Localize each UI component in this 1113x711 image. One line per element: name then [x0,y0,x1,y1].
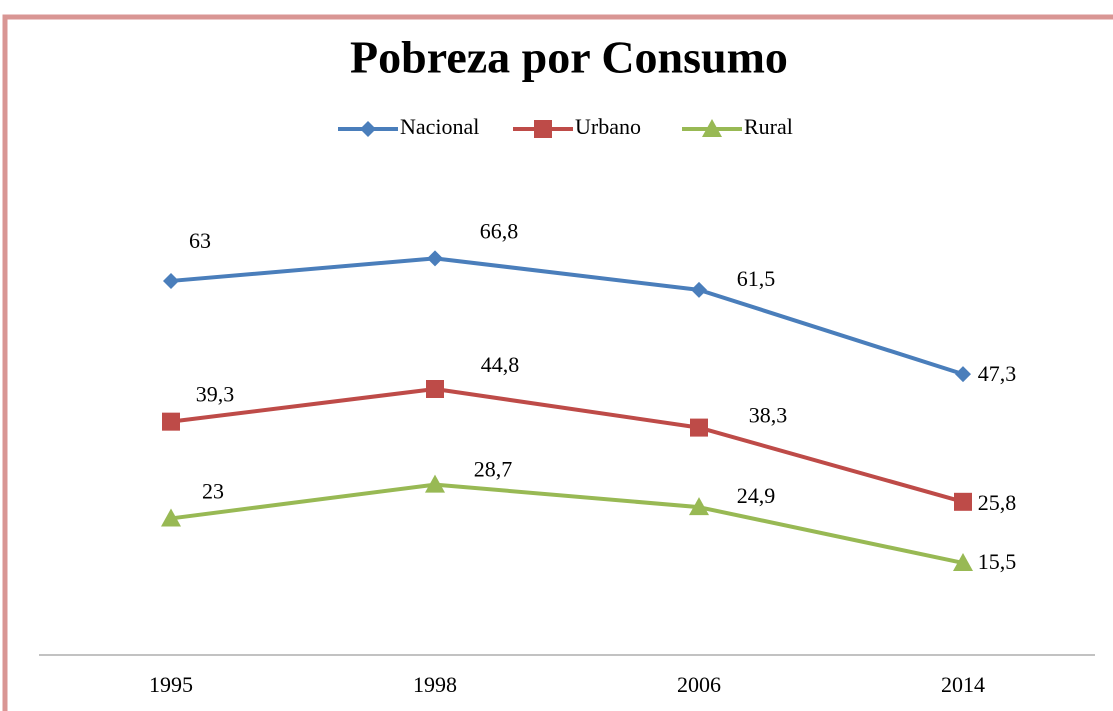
data-label: 63 [189,228,211,253]
data-point [690,418,708,437]
data-point [162,412,180,431]
data-label: 23 [202,478,224,503]
legend-marker [534,120,552,138]
data-point [689,497,709,516]
legend-marker [360,121,376,137]
x-tick-label: 1998 [413,672,457,697]
series-line [170,256,964,377]
data-point [163,272,179,289]
data-label: 24,9 [737,483,776,508]
data-point [161,508,181,527]
data-point [691,281,707,298]
data-label: 61,5 [737,266,776,291]
legend-label: Urbano [575,114,641,139]
data-point [955,366,971,383]
data-label: 39,3 [196,382,235,407]
data-label: 38,3 [749,403,788,428]
data-label: 47,3 [978,361,1017,386]
data-point [426,380,444,398]
data-label: 28,7 [474,457,513,482]
data-point [953,552,973,571]
legend-marker [702,119,722,137]
x-tick-label: 2006 [677,672,721,697]
series-line [170,387,964,504]
data-label: 66,8 [480,218,519,243]
data-point [427,250,443,267]
x-tick-label: 1995 [149,672,193,697]
data-point [954,492,972,511]
data-label: 44,8 [481,352,520,377]
data-label: 25,8 [978,490,1017,515]
data-label: 15,5 [978,549,1017,574]
data-point [425,474,445,493]
chart-title: Pobreza por Consumo [350,32,788,83]
series-line [170,482,964,565]
x-tick-label: 2014 [941,672,985,697]
legend-label: Rural [744,114,793,139]
legend-label: Nacional [400,114,479,139]
frame [2,14,1113,711]
